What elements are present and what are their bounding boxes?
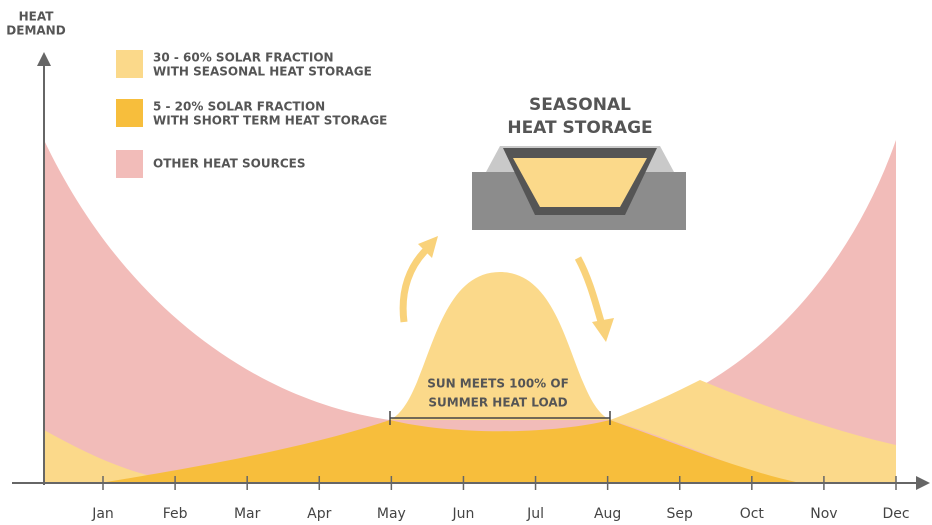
- month-label: Feb: [163, 506, 188, 522]
- legend-swatch: [116, 150, 143, 178]
- month-label: Jan: [91, 506, 114, 522]
- month-label: Sep: [667, 506, 694, 522]
- legend-label: 30 - 60% SOLAR FRACTION: [153, 51, 334, 65]
- legend-label: 5 - 20% SOLAR FRACTION: [153, 100, 325, 114]
- arrow-down: [574, 256, 606, 327]
- month-label: May: [377, 506, 406, 522]
- short-term-area: [100, 420, 800, 483]
- arrow-down-head: [592, 318, 614, 342]
- storage-title: HEAT STORAGE: [507, 118, 652, 138]
- seasonal-area-left: [44, 430, 160, 483]
- month-label: Mar: [234, 506, 261, 522]
- seasonal-bell: [390, 272, 610, 420]
- month-label: Oct: [740, 506, 765, 522]
- annotation: SUMMER HEAT LOAD: [428, 396, 567, 410]
- month-label: Nov: [810, 506, 837, 522]
- legend-swatch: [116, 50, 143, 78]
- month-label: Dec: [882, 506, 909, 522]
- annotation: SUN MEETS 100% OF: [427, 377, 569, 391]
- storage-title: SEASONAL: [529, 95, 631, 115]
- seasonal-area-right: [610, 380, 896, 483]
- arrow-up-head: [418, 236, 438, 258]
- month-label: Jul: [526, 506, 544, 522]
- month-label: Aug: [594, 506, 621, 522]
- month-label: Apr: [307, 506, 331, 522]
- month-label: Jun: [452, 506, 475, 522]
- legend-label: OTHER HEAT SOURCES: [153, 157, 305, 171]
- legend-label: WITH SHORT TERM HEAT STORAGE: [153, 114, 387, 128]
- arrow-up: [399, 245, 431, 323]
- y-axis-label: HEAT: [19, 10, 55, 24]
- storage-water: [513, 158, 647, 207]
- legend-label: WITH SEASONAL HEAT STORAGE: [153, 65, 372, 79]
- y-axis-label: DEMAND: [6, 24, 65, 38]
- y-axis-arrow: [37, 52, 51, 66]
- legend-swatch: [116, 99, 143, 127]
- x-axis-arrow: [916, 476, 930, 490]
